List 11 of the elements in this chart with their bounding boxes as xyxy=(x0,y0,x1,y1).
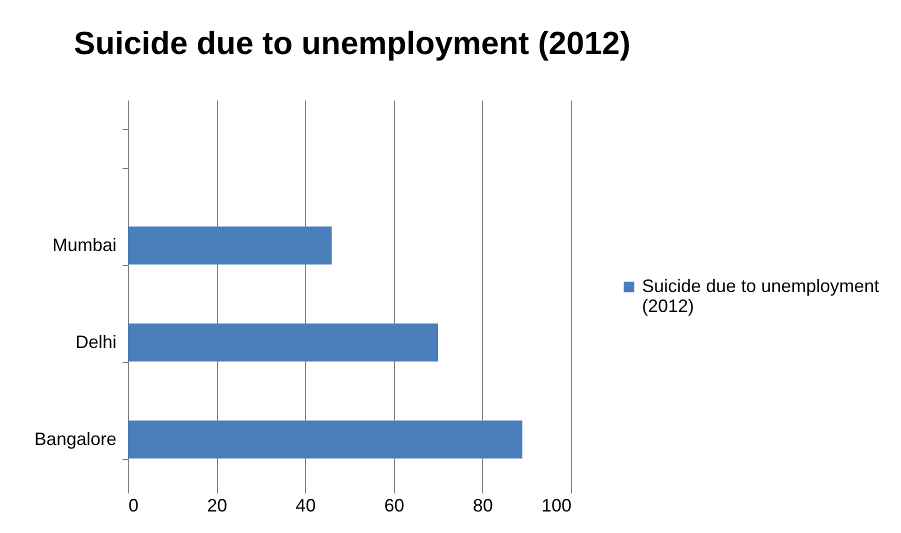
y-tick-label: Mumbai xyxy=(52,235,116,255)
x-tick-label: 60 xyxy=(384,496,404,516)
x-tick-label: 0 xyxy=(128,496,139,516)
x-tick-label: 40 xyxy=(296,496,316,516)
x-tick-label: 80 xyxy=(472,496,493,516)
chart-title: Suicide due to unemployment (2012) xyxy=(74,25,630,61)
x-tick-label: 20 xyxy=(207,496,228,516)
y-tick-label: Delhi xyxy=(75,332,116,352)
x-tick-label: 100 xyxy=(541,496,572,516)
y-tick-label: Bangalore xyxy=(34,429,116,449)
legend-label: Suicide due to unemployment (2012) xyxy=(642,276,880,316)
